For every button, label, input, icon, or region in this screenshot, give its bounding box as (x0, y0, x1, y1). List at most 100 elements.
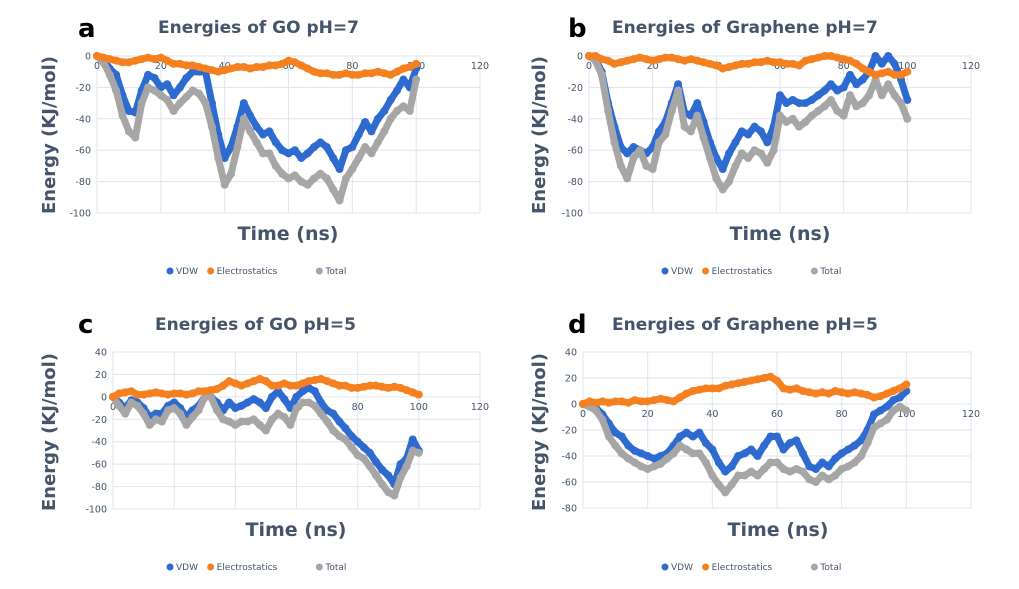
data-point (763, 158, 772, 167)
data-point (207, 99, 216, 108)
data-point (170, 389, 179, 398)
chart-title: Energies of Graphene pH=5 (612, 315, 878, 335)
legend-marker-vdw (166, 563, 174, 571)
plot-area: 0-20-40-60-80-100020406080100120 (69, 52, 489, 220)
data-point (779, 384, 788, 393)
data-point (384, 471, 393, 480)
data-point (712, 154, 721, 163)
data-point (795, 61, 804, 70)
data-point (650, 454, 659, 463)
data-point (858, 99, 867, 108)
data-point (785, 439, 794, 447)
data-point (261, 426, 270, 435)
data-point (725, 149, 734, 158)
data-point (144, 83, 153, 92)
data-point (157, 417, 166, 426)
data-point (367, 149, 376, 158)
data-point (341, 174, 350, 183)
data-point (890, 70, 899, 79)
data-point (585, 397, 594, 406)
legend-marker-elec (702, 563, 710, 571)
data-point (731, 161, 740, 170)
y-tick-label: -60 (567, 146, 583, 157)
data-point (896, 99, 905, 108)
data-point (310, 67, 319, 76)
legend-marker-vdw (166, 267, 174, 275)
x-axis-title: Time (ns) (728, 519, 829, 541)
data-point (890, 59, 899, 68)
series-electrostatics (579, 372, 911, 408)
data-point (286, 381, 295, 390)
series-electrostatics (109, 374, 423, 401)
x-tick-label: 120 (471, 402, 489, 413)
data-point (231, 420, 240, 429)
data-point (361, 117, 370, 126)
data-point (882, 415, 891, 424)
chart-title: Energies of GO pH=5 (155, 315, 356, 335)
data-point (688, 387, 697, 395)
data-point (655, 127, 664, 136)
data-point (727, 380, 736, 389)
data-point (756, 149, 765, 158)
data-point (837, 465, 846, 473)
data-point (258, 149, 267, 158)
y-tick-label: -60 (561, 478, 577, 489)
data-point (237, 401, 246, 410)
data-point (844, 445, 853, 454)
data-point (688, 449, 697, 458)
data-point (637, 449, 646, 458)
data-point (656, 394, 665, 403)
data-point (280, 379, 289, 388)
data-point (807, 95, 816, 104)
data-point (93, 52, 101, 60)
data-point (175, 99, 184, 108)
panel-letter-a: a (78, 14, 96, 44)
data-point (329, 426, 338, 435)
data-point (231, 379, 240, 388)
data-point (164, 390, 173, 399)
data-point (617, 432, 626, 441)
legend-label-elec: Electrostatics (217, 563, 278, 573)
y-tick-label: 0 (85, 52, 91, 63)
data-point (734, 471, 743, 480)
data-point (121, 388, 130, 397)
data-point (708, 445, 717, 454)
data-point (801, 56, 810, 65)
data-point (814, 91, 823, 100)
data-point (623, 56, 632, 65)
data-point (667, 106, 676, 115)
plot-frame (582, 351, 972, 509)
data-point (372, 381, 381, 390)
data-point (200, 387, 209, 396)
data-point (175, 59, 184, 68)
data-point (820, 86, 829, 95)
data-point (669, 449, 678, 458)
data-point (207, 122, 216, 131)
data-point (297, 177, 306, 186)
data-point (876, 392, 885, 401)
data-point (826, 95, 835, 104)
data-point (402, 462, 411, 471)
data-point (718, 185, 727, 194)
data-point (877, 59, 886, 68)
panel-a: a Energies of GO pH=7 Energy (KJ/mol) Ti… (39, 14, 489, 277)
x-tick-label: 20 (155, 61, 167, 72)
data-point (201, 64, 210, 73)
data-point (207, 66, 216, 75)
data-point (798, 467, 807, 476)
data-point (292, 381, 301, 390)
data-point (133, 390, 142, 399)
data-point (667, 53, 676, 62)
data-point (674, 86, 683, 95)
data-point (112, 56, 121, 65)
data-point (676, 393, 684, 402)
data-point (246, 127, 255, 136)
legend-label-vdw: VDW (671, 267, 693, 277)
data-point (220, 66, 229, 75)
data-point (597, 70, 606, 79)
data-point (170, 398, 179, 407)
data-point (734, 452, 743, 460)
data-point (889, 406, 898, 415)
data-point (176, 389, 185, 398)
